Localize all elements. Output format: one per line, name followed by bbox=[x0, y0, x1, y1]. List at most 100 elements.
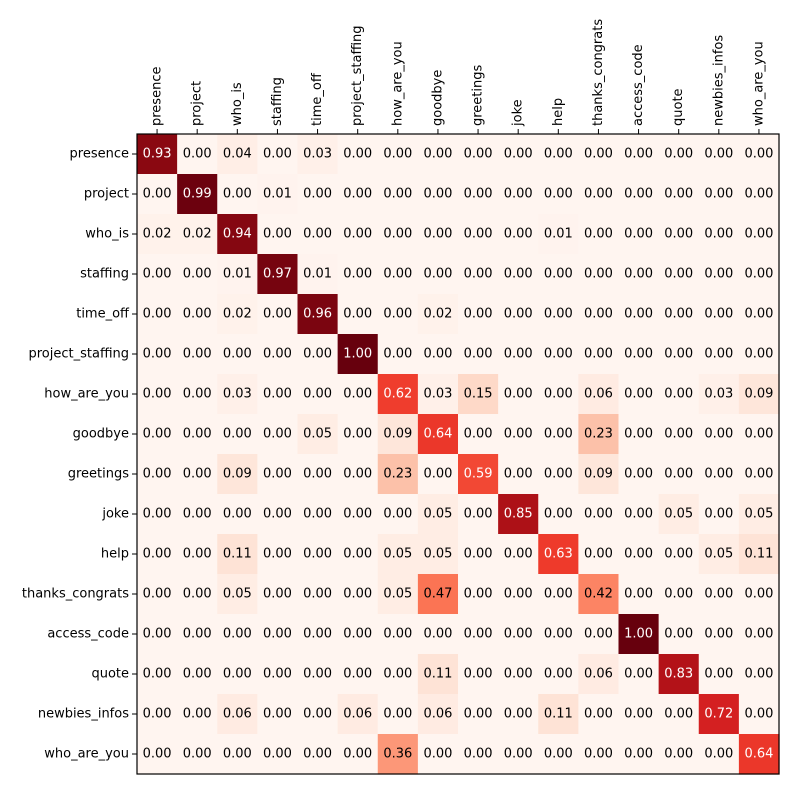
heatmap-cell bbox=[578, 534, 620, 575]
y-tick-label: how_are_you bbox=[44, 387, 129, 402]
heatmap-cell bbox=[417, 574, 459, 615]
cell-value-label: 0.00 bbox=[183, 667, 212, 682]
cell-value-label: 0.00 bbox=[343, 147, 372, 162]
heatmap-cell bbox=[618, 654, 660, 695]
heatmap-cell bbox=[738, 654, 780, 695]
cell-value-label: 0.00 bbox=[223, 627, 252, 642]
cell-value-label: 0.00 bbox=[303, 587, 332, 602]
heatmap-cell bbox=[738, 614, 780, 655]
y-tick-label: presence bbox=[70, 147, 129, 162]
cell-value-label: 0.06 bbox=[423, 707, 452, 722]
heatmap-cell bbox=[217, 294, 258, 335]
x-tick-label: time_off bbox=[310, 72, 325, 126]
heatmap-cell bbox=[137, 214, 178, 255]
cell-value-label: 0.03 bbox=[303, 147, 332, 162]
heatmap-cell bbox=[417, 254, 459, 295]
heatmap-cell bbox=[137, 494, 178, 535]
cell-value-label: 0.00 bbox=[584, 227, 613, 242]
cell-value-label: 0.00 bbox=[504, 667, 533, 682]
heatmap-cell bbox=[538, 174, 579, 215]
heatmap-cell bbox=[297, 134, 339, 175]
cell-value-label: 0.00 bbox=[303, 347, 332, 362]
cell-value-label: 0.00 bbox=[143, 347, 172, 362]
heatmap-cell bbox=[377, 734, 419, 775]
heatmap-cell bbox=[618, 734, 660, 775]
cell-value-label: 0.00 bbox=[704, 667, 733, 682]
cell-value-label: 0.00 bbox=[383, 147, 412, 162]
cell-value-label: 0.00 bbox=[143, 627, 172, 642]
heatmap-cell bbox=[257, 254, 299, 295]
cell-value-label: 0.00 bbox=[343, 427, 372, 442]
heatmap-cell bbox=[217, 694, 258, 735]
x-tick-label: greetings bbox=[471, 64, 486, 126]
heatmap-cell bbox=[738, 174, 780, 215]
heatmap-cell bbox=[177, 134, 218, 175]
cell-value-label: 0.00 bbox=[423, 467, 452, 482]
heatmap-cell bbox=[698, 374, 740, 415]
heatmap-cell bbox=[257, 574, 299, 615]
heatmap-cell bbox=[578, 294, 620, 335]
cell-value-label: 0.03 bbox=[704, 387, 733, 402]
heatmap-cell bbox=[257, 374, 299, 415]
cell-value-label: 0.00 bbox=[223, 347, 252, 362]
heatmap-cell bbox=[658, 694, 700, 735]
cell-value-label: 0.00 bbox=[183, 547, 212, 562]
heatmap-cell bbox=[698, 454, 740, 495]
heatmap-cell bbox=[618, 134, 660, 175]
cell-value-label: 0.05 bbox=[423, 547, 452, 562]
heatmap-cell bbox=[337, 174, 379, 215]
cell-value-label: 0.00 bbox=[263, 467, 292, 482]
cell-value-label: 0.00 bbox=[704, 227, 733, 242]
cell-value-label: 0.00 bbox=[504, 307, 533, 322]
cell-value-label: 0.00 bbox=[143, 187, 172, 202]
cell-value-label: 0.00 bbox=[584, 187, 613, 202]
heatmap-cell bbox=[177, 374, 218, 415]
heatmap-cell bbox=[257, 294, 299, 335]
cell-value-label: 0.00 bbox=[664, 267, 693, 282]
cell-value-label: 0.47 bbox=[423, 587, 452, 602]
heatmap-cell bbox=[658, 334, 700, 375]
cell-value-label: 0.00 bbox=[704, 627, 733, 642]
heatmap-cell bbox=[618, 214, 660, 255]
cell-value-label: 0.00 bbox=[263, 387, 292, 402]
cell-value-label: 0.02 bbox=[223, 307, 252, 322]
cell-value-label: 0.00 bbox=[263, 747, 292, 762]
heatmap-cell bbox=[618, 374, 660, 415]
heatmap-cell bbox=[458, 174, 499, 215]
y-axis-left: presence project who_is staffing time_offpro… bbox=[22, 147, 137, 762]
cell-value-label: 0.64 bbox=[744, 747, 773, 762]
cell-value-label: 0.00 bbox=[423, 347, 452, 362]
cell-value-label: 0.00 bbox=[624, 507, 653, 522]
cell-value-label: 0.00 bbox=[584, 547, 613, 562]
cell-value-label: 0.00 bbox=[143, 587, 172, 602]
cell-value-label: 0.00 bbox=[504, 627, 533, 642]
heatmap-cell bbox=[698, 574, 740, 615]
heatmap-cell bbox=[257, 654, 299, 695]
cell-value-label: 0.00 bbox=[544, 147, 573, 162]
cell-value-label: 0.00 bbox=[744, 467, 773, 482]
y-tick-label: goodbye bbox=[73, 427, 129, 442]
cell-value-label: 0.00 bbox=[143, 707, 172, 722]
cell-value-label: 0.63 bbox=[544, 547, 573, 562]
cell-value-label: 0.00 bbox=[624, 547, 653, 562]
heatmap-cell bbox=[377, 694, 419, 735]
heatmap-cell bbox=[578, 654, 620, 695]
heatmap-cell bbox=[498, 334, 539, 375]
heatmap-cell bbox=[177, 654, 218, 695]
cell-value-label: 0.97 bbox=[263, 267, 292, 282]
cell-value-label: 0.00 bbox=[183, 267, 212, 282]
cell-value-label: 0.05 bbox=[223, 587, 252, 602]
heatmap-cell bbox=[538, 534, 579, 575]
cell-value-label: 0.00 bbox=[624, 707, 653, 722]
heatmap-cell bbox=[698, 494, 740, 535]
heatmap-cell bbox=[337, 534, 379, 575]
heatmap-cell bbox=[217, 414, 258, 455]
heatmap-cell bbox=[698, 694, 740, 735]
heatmap-cell bbox=[337, 334, 379, 375]
cell-value-label: 1.00 bbox=[343, 347, 372, 362]
heatmap-cell bbox=[538, 214, 579, 255]
heatmap-cell bbox=[738, 414, 780, 455]
heatmap-cell bbox=[498, 734, 539, 775]
heatmap-cell bbox=[337, 694, 379, 735]
cell-value-label: 0.00 bbox=[303, 747, 332, 762]
